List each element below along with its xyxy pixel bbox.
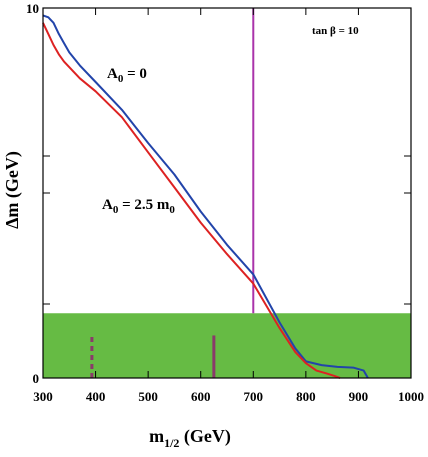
label2-sub: 0 [113, 204, 119, 216]
x-tick-label-7: 1000 [398, 389, 424, 404]
annotation-tanbeta: tan β = 10 [312, 25, 359, 37]
series-line-1 [42, 22, 341, 379]
x-tick-label-5: 800 [296, 389, 316, 404]
xlabel-unit: (GeV) [179, 426, 230, 447]
x-tick-label-0: 300 [33, 389, 53, 404]
y-axis-title: Δm (GeV) [2, 151, 23, 229]
label1-rest: = 0 [123, 66, 147, 82]
xlabel-main: m [149, 426, 164, 446]
tick-layer [42, 7, 412, 379]
x-tick-label-1: 400 [86, 389, 106, 404]
x-tick-label-3: 600 [191, 389, 211, 404]
tick-label-layer: 300 400 500 600 700 800 900 1000 0 10 [26, 1, 424, 404]
label1-sub: 0 [118, 73, 124, 85]
label2-sub2: 0 [169, 204, 175, 216]
marker-layer [90, 8, 255, 378]
series-line-0 [42, 14, 369, 379]
x-tick-label-2: 500 [138, 389, 158, 404]
xlabel-sub: 1/2 [164, 436, 179, 450]
series-label-a0-25m0: A0 = 2.5 m0 [102, 197, 175, 216]
y-tick-label-0: 0 [33, 371, 40, 386]
y-tick-label-1: 10 [26, 1, 39, 16]
label2-main: A [102, 197, 113, 213]
x-tick-label-6: 900 [349, 389, 369, 404]
label2-rest: = 2.5 m [118, 197, 170, 213]
series-label-a0-zero: A0 = 0 [107, 66, 147, 85]
series-layer [42, 14, 369, 379]
x-axis-title: m1/2 (GeV) [149, 426, 231, 450]
x-tick-label-4: 700 [244, 389, 264, 404]
label1-main: A [107, 66, 118, 82]
